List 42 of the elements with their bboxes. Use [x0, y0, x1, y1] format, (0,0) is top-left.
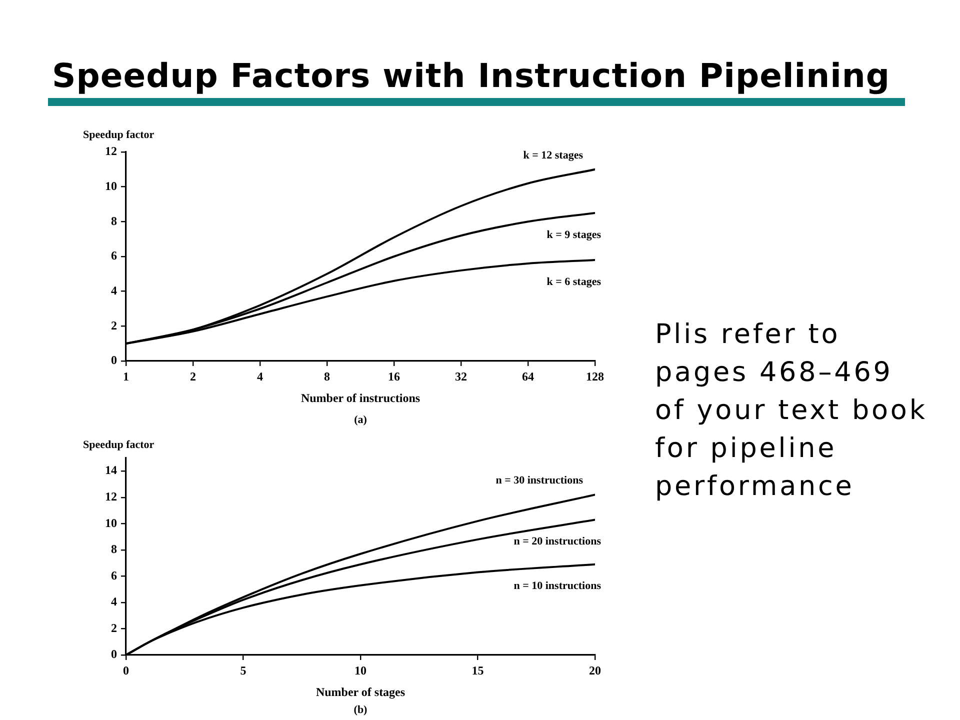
y-tick-label: 6 — [111, 568, 117, 582]
y-tick-label: 0 — [111, 353, 117, 368]
x-tick-label: 20 — [589, 663, 601, 678]
series-label: n = 20 instructions — [514, 536, 602, 548]
x-axis-title: Number of instructions — [300, 390, 420, 405]
x-tick-label: 128 — [586, 369, 604, 384]
y-tick-label: 2 — [111, 620, 117, 635]
series-label: n = 30 instructions — [496, 474, 584, 487]
y-tick-label: 10 — [105, 516, 117, 530]
x-tick-label: 8 — [324, 369, 330, 384]
x-tick-label: 0 — [123, 663, 129, 678]
x-tick-label: 4 — [257, 369, 263, 384]
y-tick-label: 6 — [111, 248, 117, 263]
y-tick-label: 4 — [111, 283, 117, 298]
y-axis-title: Speedup factor — [83, 438, 154, 451]
y-tick-label: 0 — [111, 647, 117, 662]
series-label: k = 6 stages — [546, 276, 602, 288]
y-tick-label: 12 — [105, 144, 117, 158]
text: (b) — [354, 704, 368, 716]
text: (a) — [354, 414, 368, 426]
y-axis-title: Speedup factor — [83, 128, 154, 141]
x-tick-label: 5 — [240, 663, 246, 678]
x-axis-title: Number of stages — [316, 684, 406, 699]
y-tick-label: 14 — [105, 463, 117, 478]
y-tick-label: 12 — [105, 489, 117, 504]
y-tick-label: 8 — [111, 214, 117, 228]
chart-title: Speedup Factors with Instruction Pipelining — [52, 56, 890, 95]
y-tick-label: 2 — [111, 318, 117, 332]
y-tick-label: 10 — [105, 178, 117, 193]
y-tick-label: 4 — [111, 594, 117, 609]
series-label: k = 12 stages — [523, 149, 584, 162]
y-tick-label: 8 — [111, 542, 117, 556]
x-tick-label: 16 — [388, 369, 400, 384]
series-label: k = 9 stages — [546, 228, 602, 241]
x-tick-label: 1 — [123, 369, 129, 384]
x-tick-label: 64 — [522, 369, 534, 384]
x-tick-label: 32 — [455, 369, 467, 384]
x-tick-label: 15 — [472, 663, 484, 678]
x-tick-label: 2 — [190, 369, 196, 384]
text: Plis refer to pages 468–469 of your text book for pipeline performance — [655, 318, 928, 504]
x-tick-label: 10 — [354, 663, 366, 678]
series-label: n = 10 instructions — [514, 580, 602, 592]
